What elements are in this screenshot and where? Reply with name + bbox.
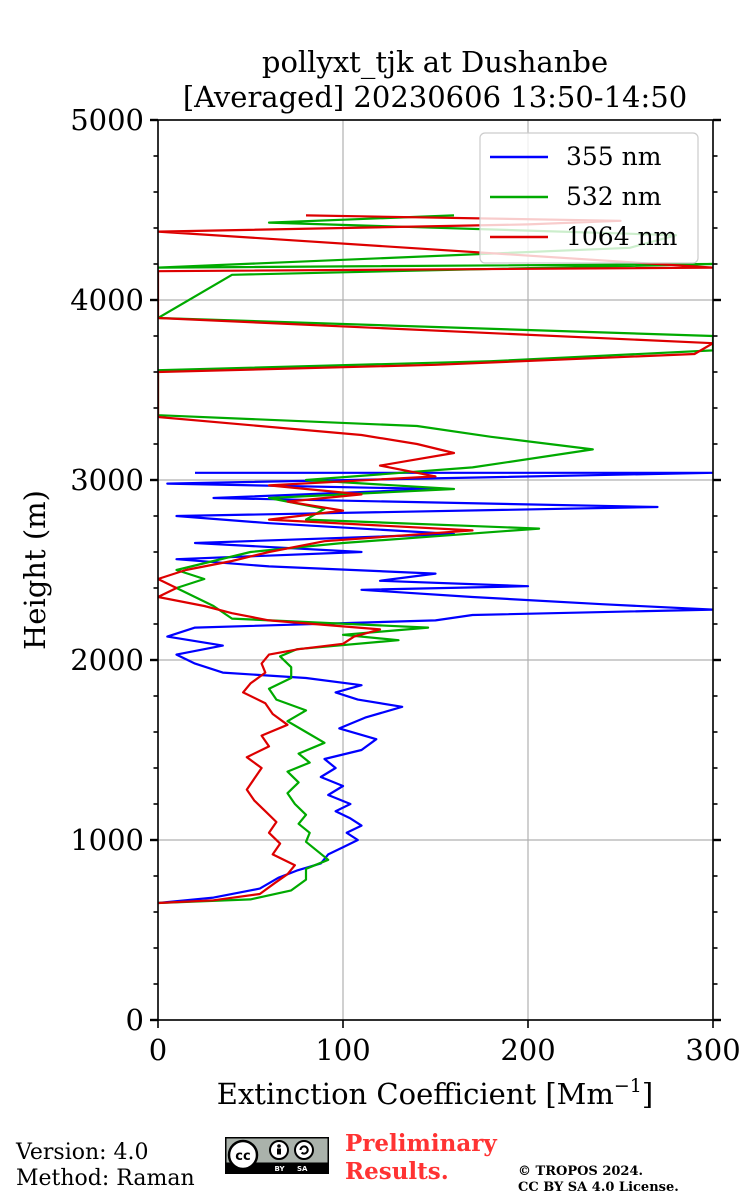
y-tick-label: 4000: [70, 283, 144, 317]
chart-title-line1: pollyxt_tjk at Dushanbe: [262, 45, 608, 80]
x-tick-label: 0: [149, 1033, 167, 1067]
x-tick-label: 100: [315, 1033, 370, 1067]
legend-label-1064: 1064 nm: [566, 222, 678, 251]
x-axis-label: Extinction Coefficient [Mm−1]: [217, 1075, 653, 1111]
y-axis-label: Height (m): [18, 490, 52, 650]
plot-frame: [157, 119, 714, 1021]
legend-label-532: 532 nm: [566, 182, 662, 211]
x-axis-label-end: ]: [642, 1077, 653, 1111]
cc-by-sa-badge: cc BY SA: [225, 1137, 329, 1174]
copyright-notice: © TROPOS 2024. CC BY SA 4.0 License.: [518, 1164, 679, 1196]
y-tick-label: 2000: [70, 643, 144, 677]
svg-text:cc: cc: [235, 1149, 250, 1164]
y-tick-label: 0: [126, 1003, 144, 1037]
series-lines: [158, 214, 713, 905]
chart-title-line2: [Averaged] 20230606 13:50-14:50: [183, 80, 687, 114]
legend: 355 nm 532 nm 1064 nm: [479, 132, 699, 264]
y-tick-label: 3000: [70, 463, 144, 497]
method-text: Method: Raman: [16, 1166, 195, 1191]
x-tick-label: 200: [500, 1033, 555, 1067]
copyright-line1: © TROPOS 2024.: [518, 1164, 644, 1179]
x-axis-label-text: Extinction Coefficient [Mm: [217, 1077, 614, 1111]
legend-box: [479, 132, 699, 264]
version-text: Version: 4.0: [16, 1140, 149, 1165]
y-tick-label: 1000: [70, 823, 144, 857]
x-axis-label-sup: −1: [614, 1075, 642, 1097]
footer-version-method: Version: 4.0 Method: Raman: [16, 1140, 195, 1192]
cc-icon: [227, 1139, 259, 1171]
y-tick-label: 5000: [70, 103, 144, 137]
badge-text: BY SA: [275, 1165, 309, 1173]
preliminary-results: Preliminary Results.: [345, 1130, 497, 1186]
legend-label-355: 355 nm: [566, 142, 662, 171]
series-line-355-nm: [158, 471, 713, 905]
series-line-532-nm: [158, 214, 713, 905]
preliminary-line2: Results.: [345, 1158, 449, 1185]
copyright-line2: CC BY SA 4.0 License.: [518, 1180, 679, 1195]
sa-icon: [294, 1140, 314, 1160]
x-tick-label: 300: [685, 1033, 740, 1067]
series-line-1064-nm: [158, 214, 713, 905]
preliminary-line1: Preliminary: [345, 1130, 497, 1157]
